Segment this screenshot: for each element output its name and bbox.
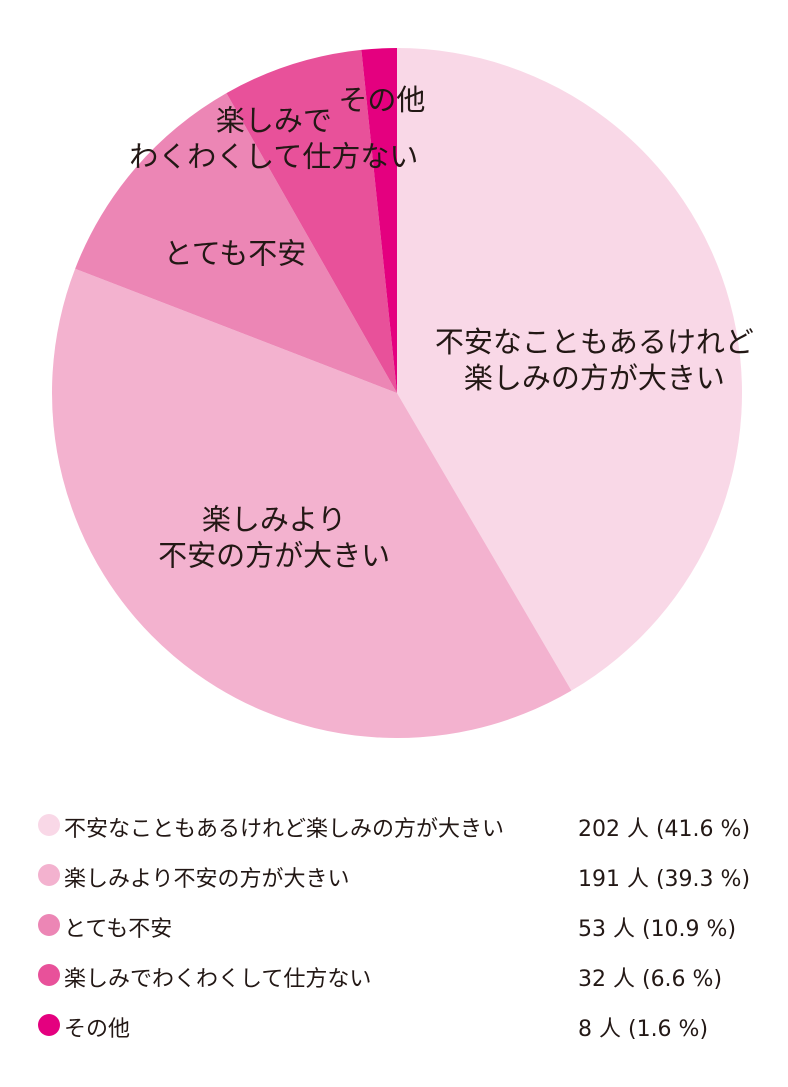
legend-label: その他	[64, 1017, 131, 1042]
legend-swatch	[38, 864, 60, 886]
legend-value: 8 人 (1.6 %)	[578, 1017, 709, 1042]
pie-slice	[75, 93, 397, 393]
legend-item: 楽しみより不安の方が大きい 191 人 (39.3 %)	[38, 850, 758, 900]
legend-swatch	[38, 914, 60, 936]
legend-item: その他 8 人 (1.6 %)	[38, 1000, 758, 1050]
legend-value: 202 人 (41.6 %)	[578, 817, 751, 842]
legend: 不安なこともあるけれど楽しみの方が大きい 202 人 (41.6 %) 楽しみよ…	[38, 800, 758, 1050]
legend-value: 32 人 (6.6 %)	[578, 967, 723, 992]
legend-label: 楽しみでわくわくして仕方ない	[64, 967, 372, 992]
pie-slice	[52, 268, 572, 739]
slice-label: 不安なこともあるけれど楽しみの方が大きい	[435, 325, 754, 395]
slice-label: 楽しみより不安の方が大きい	[158, 503, 390, 573]
legend-item: 楽しみでわくわくして仕方ない 32 人 (6.6 %)	[38, 950, 758, 1000]
slice-label: その他	[338, 83, 425, 117]
slice-label: 楽しみでわくわくして仕方ない	[129, 103, 418, 173]
legend-label: 不安なこともあるけれど楽しみの方が大きい	[64, 817, 505, 842]
legend-item: とても不安 53 人 (10.9 %)	[38, 900, 758, 950]
pie-slice	[226, 49, 397, 394]
legend-label: 楽しみより不安の方が大きい	[64, 867, 350, 892]
slice-label: とても不安	[164, 236, 307, 270]
legend-item: 不安なこともあるけれど楽しみの方が大きい 202 人 (41.6 %)	[38, 800, 758, 850]
legend-value: 53 人 (10.9 %)	[578, 917, 737, 942]
pie-slice	[397, 48, 742, 691]
legend-value: 191 人 (39.3 %)	[578, 867, 751, 892]
legend-label: とても不安	[64, 917, 173, 942]
legend-swatch	[38, 814, 60, 836]
pie-slices	[52, 48, 742, 739]
legend-swatch	[38, 964, 60, 986]
legend-swatch	[38, 1014, 60, 1036]
pie-slice	[361, 48, 397, 393]
